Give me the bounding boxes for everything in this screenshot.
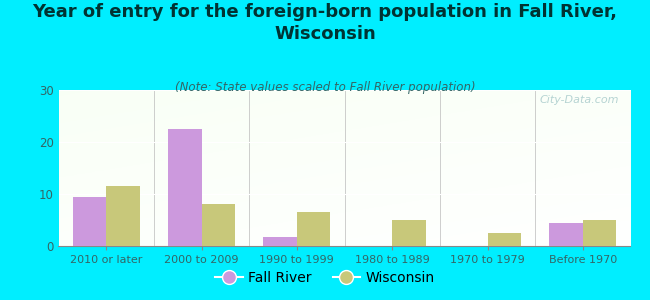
Text: (Note: State values scaled to Fall River population): (Note: State values scaled to Fall River… <box>175 81 475 94</box>
Bar <box>263 237 297 246</box>
Legend: Fall River, Wisconsin: Fall River, Wisconsin <box>209 265 441 290</box>
Bar <box>392 220 426 246</box>
Bar <box>583 220 616 246</box>
Bar <box>202 204 235 246</box>
Bar <box>297 212 330 246</box>
Bar <box>549 223 583 246</box>
Bar <box>106 186 140 246</box>
Bar <box>168 129 202 246</box>
Text: City-Data.com: City-Data.com <box>540 95 619 105</box>
Bar <box>73 196 106 246</box>
Bar <box>488 233 521 246</box>
Text: Year of entry for the foreign-born population in Fall River,
Wisconsin: Year of entry for the foreign-born popul… <box>32 3 617 43</box>
